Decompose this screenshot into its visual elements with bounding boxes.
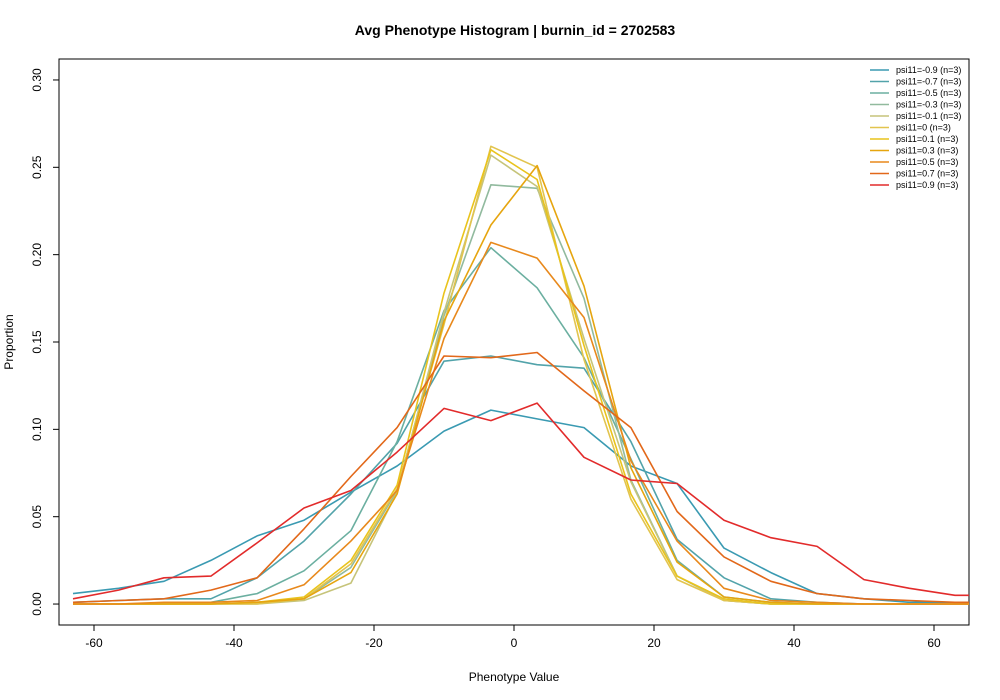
x-tick-label: -20 bbox=[365, 636, 383, 650]
legend-item: psi11=0 (n=3) bbox=[870, 123, 951, 133]
x-tick-label: 20 bbox=[647, 636, 661, 650]
y-tick-label: 0.00 bbox=[30, 592, 44, 616]
y-axis: 0.00 0.05 0.10 0.15 0.20 0.25 0.30 bbox=[30, 68, 59, 616]
legend-label: psi11=0 (n=3) bbox=[896, 123, 951, 133]
legend-label: psi11=-0.5 (n=3) bbox=[896, 88, 961, 98]
series-line-0 bbox=[72, 409, 969, 604]
series-line-8 bbox=[73, 241, 969, 605]
legend-label: psi11=-0.7 (n=3) bbox=[896, 77, 961, 87]
series-line-5 bbox=[73, 145, 969, 605]
legend-item: psi11=-0.9 (n=3) bbox=[870, 65, 961, 75]
series-line-6 bbox=[73, 149, 969, 605]
x-tick-label: -60 bbox=[85, 636, 103, 650]
legend-item: psi11=-0.5 (n=3) bbox=[870, 88, 961, 98]
series-line-3 bbox=[73, 184, 969, 605]
plot-frame bbox=[58, 58, 970, 626]
y-tick-label: 0.05 bbox=[30, 505, 44, 529]
legend-label: psi11=-0.9 (n=3) bbox=[896, 65, 961, 75]
series-lines bbox=[72, 145, 969, 605]
legend-item: psi11=0.1 (n=3) bbox=[870, 134, 958, 144]
legend-item: psi11=0.5 (n=3) bbox=[870, 157, 958, 167]
legend-label: psi11=-0.1 (n=3) bbox=[896, 111, 961, 121]
series-line-2 bbox=[73, 246, 969, 605]
y-tick-label: 0.20 bbox=[30, 243, 44, 267]
y-axis-label: Proportion bbox=[2, 314, 16, 369]
y-tick-label: 0.10 bbox=[30, 417, 44, 441]
y-tick-label: 0.25 bbox=[30, 155, 44, 179]
legend-label: psi11=0.9 (n=3) bbox=[896, 180, 958, 190]
legend-label: psi11=0.1 (n=3) bbox=[896, 134, 958, 144]
series-line-7 bbox=[73, 164, 969, 605]
legend-item: psi11=0.7 (n=3) bbox=[870, 169, 958, 179]
series-line-4 bbox=[73, 154, 969, 605]
x-axis-label: Phenotype Value bbox=[469, 670, 560, 684]
legend-item: psi11=0.3 (n=3) bbox=[870, 146, 958, 156]
series-line-10 bbox=[72, 402, 969, 600]
chart-title: Avg Phenotype Histogram | burnin_id = 27… bbox=[355, 22, 676, 38]
legend: psi11=-0.9 (n=3)psi11=-0.7 (n=3)psi11=-0… bbox=[870, 65, 961, 190]
series-line-9 bbox=[72, 351, 969, 604]
legend-item: psi11=-0.3 (n=3) bbox=[870, 100, 961, 110]
legend-label: psi11=-0.3 (n=3) bbox=[896, 100, 961, 110]
x-tick-label: 0 bbox=[511, 636, 518, 650]
x-tick-label: 60 bbox=[927, 636, 941, 650]
legend-label: psi11=0.3 (n=3) bbox=[896, 146, 958, 156]
series-line-1 bbox=[72, 355, 969, 605]
legend-item: psi11=-0.7 (n=3) bbox=[870, 77, 961, 87]
legend-label: psi11=0.5 (n=3) bbox=[896, 157, 958, 167]
y-tick-label: 0.15 bbox=[30, 330, 44, 354]
x-axis: -60 -40 -20 0 20 40 60 bbox=[85, 625, 941, 650]
y-tick-label: 0.30 bbox=[30, 68, 44, 92]
legend-label: psi11=0.7 (n=3) bbox=[896, 169, 958, 179]
x-tick-label: -40 bbox=[225, 636, 243, 650]
x-tick-label: 40 bbox=[787, 636, 801, 650]
legend-item: psi11=-0.1 (n=3) bbox=[870, 111, 961, 121]
legend-item: psi11=0.9 (n=3) bbox=[870, 180, 958, 190]
